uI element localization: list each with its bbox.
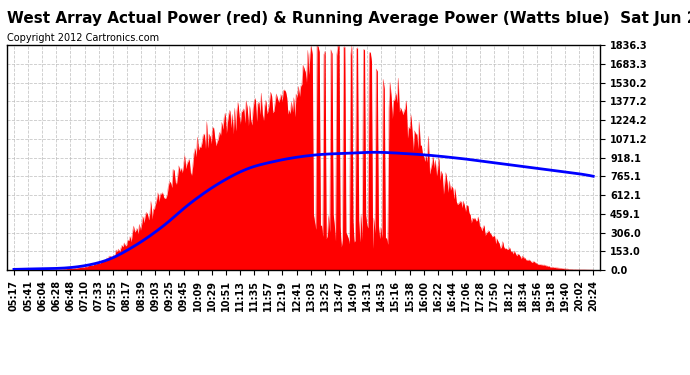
Text: Copyright 2012 Cartronics.com: Copyright 2012 Cartronics.com [7,33,159,43]
Text: West Array Actual Power (red) & Running Average Power (Watts blue)  Sat Jun 2 20: West Array Actual Power (red) & Running … [7,11,690,26]
